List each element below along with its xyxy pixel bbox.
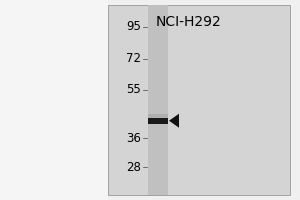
Bar: [148, 114, 168, 118]
Text: 28: 28: [126, 161, 141, 174]
Text: 55: 55: [126, 83, 141, 96]
Text: NCI-H292: NCI-H292: [156, 15, 222, 29]
Text: 36: 36: [126, 132, 141, 145]
Bar: [0, 0, 108, 200]
Polygon shape: [169, 114, 179, 128]
Bar: [148, 118, 168, 124]
Text: 72: 72: [126, 52, 141, 65]
Bar: [148, 5, 168, 195]
Bar: [290, 0, 300, 200]
Bar: [108, 5, 290, 195]
Text: 95: 95: [126, 20, 141, 33]
